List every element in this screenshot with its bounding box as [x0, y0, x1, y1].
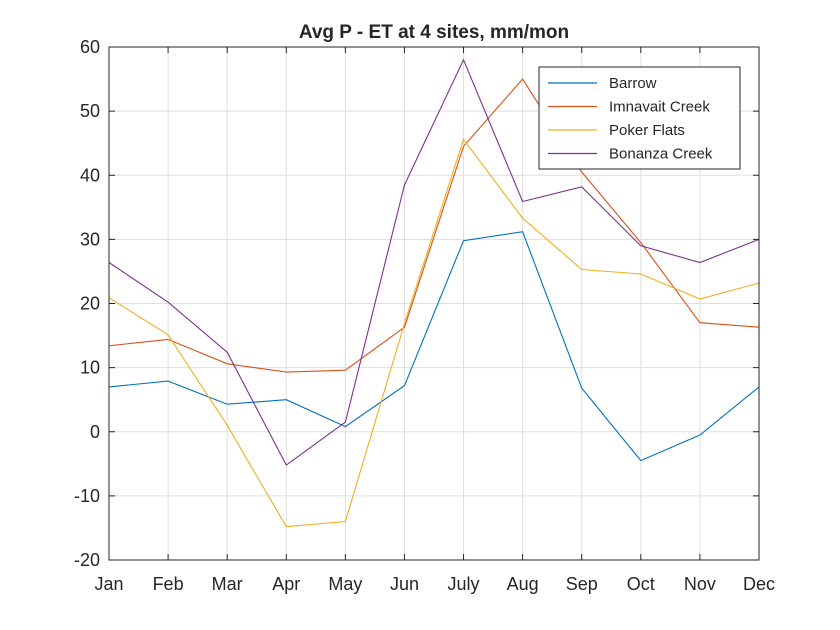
x-tick-label: Aug [507, 574, 539, 594]
y-tick-label: 0 [90, 422, 100, 442]
y-tick-label: -20 [74, 550, 100, 570]
legend-label: Bonanza Creek [609, 146, 713, 163]
y-tick-label: 50 [80, 101, 100, 121]
plot-area-border [108, 46, 760, 561]
y-tick-label: 20 [80, 294, 100, 314]
legend: Barrow Imnavait Creek Poker Flats Bonanza C… [538, 66, 741, 170]
series-line-barrow [108, 231, 760, 462]
legend-box [538, 66, 741, 170]
x-tick-label: Jun [390, 574, 419, 594]
legend-label: Poker Flats [609, 122, 685, 139]
x-tick-label: Dec [743, 574, 775, 594]
x-tick-label: Jan [94, 574, 123, 594]
x-tick-label: Sep [566, 574, 598, 594]
x-tick-label: July [448, 574, 480, 594]
y-tick-label: 10 [80, 358, 100, 378]
y-tick-label: 40 [80, 165, 100, 185]
x-tick-label: Nov [684, 574, 716, 594]
y-tick-label: 30 [80, 229, 100, 249]
y-tick-label: -10 [74, 486, 100, 506]
x-tick-label: Mar [212, 574, 243, 594]
x-tick-label: Apr [272, 574, 300, 594]
axes: Jan Feb Mar Apr May Jun July Aug Sep Oct Nov Dec -20… [74, 37, 775, 594]
series-lines [108, 58, 760, 528]
series-line-bonanza-creek [108, 58, 760, 466]
y-tick-label: 60 [80, 37, 100, 57]
x-tick-label: May [328, 574, 362, 594]
series-line-poker-flats [108, 138, 760, 528]
chart-title: Avg P - ET at 4 sites, mm/mon [299, 22, 569, 43]
x-tick-label: Oct [627, 574, 655, 594]
x-tick-label: Feb [153, 574, 184, 594]
series-line-imnavait-creek [108, 78, 760, 373]
legend-label: Barrow [609, 75, 657, 92]
legend-label: Imnavait Creek [609, 99, 710, 116]
